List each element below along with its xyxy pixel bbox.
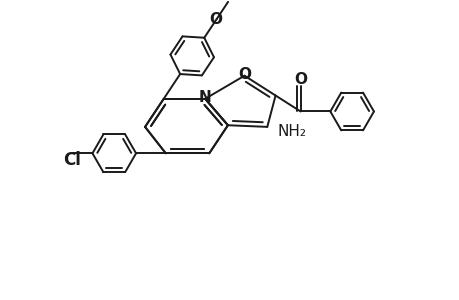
- Text: O: O: [237, 67, 251, 82]
- Text: O: O: [209, 12, 222, 27]
- Text: NH₂: NH₂: [277, 124, 306, 139]
- Text: N: N: [198, 90, 211, 105]
- Text: O: O: [293, 72, 307, 87]
- Text: Cl: Cl: [62, 151, 80, 169]
